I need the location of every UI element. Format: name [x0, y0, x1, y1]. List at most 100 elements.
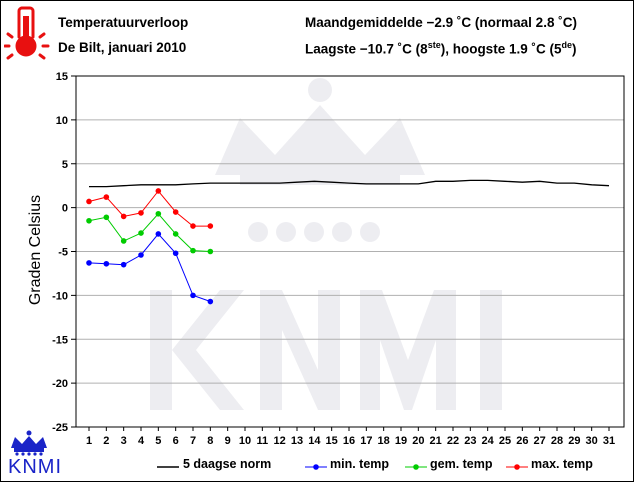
- data-point-min: [155, 231, 162, 237]
- chart-subtitle: De Bilt, januari 2010: [58, 40, 187, 55]
- series-gem: [86, 210, 214, 255]
- x-tick-label: 24: [482, 435, 495, 447]
- series-min: [86, 231, 214, 305]
- x-tick-label: 4: [138, 435, 145, 447]
- legend-label-gem: gem. temp: [430, 457, 493, 471]
- data-point-min: [172, 250, 179, 257]
- x-tick-label: 1: [86, 435, 92, 447]
- x-tick-label: 2: [103, 435, 109, 447]
- monthly-average-text: Maandgemiddelde −2.9 ˚C (normaal 2.8 ˚C): [305, 15, 577, 30]
- series-max: [86, 188, 214, 229]
- x-tick-label: 29: [568, 435, 580, 447]
- data-point-max: [155, 188, 162, 194]
- x-tick-label: 22: [447, 435, 459, 447]
- extremes-sup-lowest: ste: [427, 40, 441, 50]
- x-tick-label: 12: [274, 435, 286, 447]
- x-tick-label: 26: [516, 435, 528, 447]
- series-line-norm: [89, 179, 610, 188]
- series-line-gem: [88, 213, 211, 252]
- y-tick-labels: 15 10 5 0 -5 -10 -15 -20 -25: [52, 71, 68, 434]
- y-tick-label: 15: [56, 71, 68, 83]
- y-tick-label: -15: [52, 334, 68, 346]
- extremes-mid: ), hoogste 1.9 ˚C (5: [440, 41, 562, 57]
- legend-label-min: min. temp: [330, 457, 390, 471]
- x-tick-label: 5: [155, 435, 161, 447]
- y-tick-label: -25: [52, 422, 68, 434]
- crown-icon: [6, 430, 52, 461]
- data-point-max: [207, 223, 214, 229]
- y-tick-label: -20: [52, 378, 68, 390]
- data-point-gem: [103, 214, 110, 221]
- legend-marker-gem: [413, 464, 419, 470]
- y-tick-label: -5: [58, 247, 68, 259]
- x-tick-labels: 1 2 3 4 5 6 7 8 9 10 11 12 13 14 15 16 17 18 19 20 21 22 23 24 2…: [86, 435, 615, 447]
- x-tick-label: 16: [343, 435, 355, 447]
- y-tick-label: -10: [52, 290, 68, 302]
- data-point-gem: [207, 248, 214, 255]
- x-tick-label: 19: [395, 435, 407, 447]
- series-layer: [86, 179, 610, 305]
- x-tick-label: 27: [534, 435, 546, 447]
- x-tick-label: 11: [257, 435, 269, 447]
- data-point-max: [138, 210, 144, 216]
- x-tick-label: 21: [430, 435, 442, 447]
- data-point-max: [120, 213, 127, 220]
- x-tick-label: 15: [326, 435, 338, 447]
- y-tick-label: 10: [56, 115, 68, 127]
- legend-label-max: max. temp: [531, 457, 593, 471]
- x-tick-label: 7: [190, 435, 196, 447]
- x-tick-label: 14: [308, 435, 321, 447]
- y-tick-label: 0: [62, 203, 68, 215]
- data-point-gem: [190, 247, 196, 254]
- data-point-gem: [155, 210, 162, 217]
- legend-marker-min: [313, 464, 319, 470]
- data-point-min: [207, 298, 214, 305]
- data-point-max: [172, 209, 179, 215]
- data-point-min: [138, 252, 144, 258]
- series-norm: [89, 179, 610, 188]
- chart-title: Temperatuurverloop: [58, 15, 189, 30]
- extremes-prefix: Laagste −10.7 ˚C (8: [305, 41, 428, 57]
- series-line-max: [88, 190, 211, 227]
- x-tick-label: 9: [225, 435, 231, 447]
- x-tick-label: 23: [464, 435, 476, 447]
- thermometer-icon: [3, 4, 52, 69]
- x-tick-label: 28: [551, 435, 563, 447]
- data-point-min: [120, 261, 127, 268]
- x-tick-label: 13: [291, 435, 303, 447]
- data-point-gem: [120, 238, 127, 244]
- grid: [76, 119, 624, 384]
- extremes-suffix: ): [571, 41, 577, 57]
- knmi-logo-text: KNMI: [8, 456, 62, 478]
- data-point-gem: [172, 231, 179, 237]
- x-tick-label: 20: [412, 435, 424, 447]
- data-point-gem: [86, 217, 92, 224]
- axes: [71, 75, 625, 431]
- knmi-watermark: [150, 78, 502, 410]
- x-tick-label: 10: [239, 435, 251, 447]
- x-tick-label: 30: [586, 435, 598, 447]
- x-tick-label: 8: [207, 435, 213, 447]
- x-tick-label: 25: [499, 435, 511, 447]
- data-point-gem: [138, 230, 144, 236]
- x-tick-label: 6: [173, 435, 179, 447]
- x-tick-label: 3: [121, 435, 127, 447]
- x-tick-label: 18: [378, 435, 390, 447]
- y-axis-label: Graden Celsius: [27, 195, 44, 305]
- data-point-min: [190, 292, 196, 299]
- series-line-min: [88, 233, 211, 302]
- data-point-max: [86, 198, 92, 205]
- legend-marker-max: [514, 464, 520, 470]
- x-tick-label: 31: [603, 435, 615, 447]
- data-point-max: [190, 223, 196, 229]
- plot-area-border: [75, 75, 625, 428]
- data-point-min: [103, 260, 110, 267]
- extremes-sup-highest: de: [561, 40, 572, 50]
- data-point-min: [86, 260, 92, 266]
- x-tick-label: 17: [360, 435, 372, 447]
- extremes-text: Laagste −10.7 ˚C (8ste), hoogste 1.9 ˚C …: [305, 40, 576, 57]
- legend: [157, 464, 528, 470]
- y-tick-label: 5: [62, 159, 68, 171]
- legend-label-norm: 5 daagse norm: [183, 457, 272, 471]
